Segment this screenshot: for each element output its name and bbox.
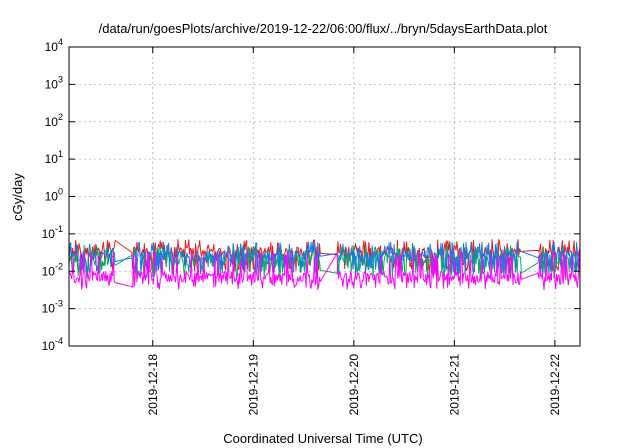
y-tick-label: 101 [45, 149, 63, 166]
x-tick-label: 2019-12-20 [347, 354, 361, 416]
x-axis: 2019-12-18 2019-12-19 2019-12-20 2019-12-21… [146, 47, 562, 415]
y-tick-label: 100 [45, 187, 63, 204]
y-tick-label: 10-1 [42, 224, 63, 241]
x-tick-label: 2019-12-19 [246, 354, 260, 416]
series-group [68, 239, 581, 291]
x-tick-label: 2019-12-21 [447, 354, 461, 416]
y-tick-label: 10-4 [42, 336, 63, 353]
x-axis-label: Coordinated Universal Time (UTC) [223, 431, 422, 446]
y-tick-label: 10-2 [42, 261, 63, 278]
y-tick-label: 104 [45, 37, 63, 54]
grid [69, 47, 580, 346]
series-line-2 [68, 241, 581, 276]
x-tick-label: 2019-12-22 [548, 354, 562, 416]
y-tick-label: 102 [45, 112, 63, 129]
y-tick-label: 103 [45, 74, 63, 91]
y-tick-label: 10-3 [42, 299, 63, 316]
x-tick-label: 2019-12-18 [146, 354, 160, 416]
y-axis-label: cGy/day [10, 173, 25, 221]
chart-title: /data/run/goesPlots/archive/2019-12-22/0… [99, 21, 548, 36]
series-line-3 [68, 251, 581, 291]
